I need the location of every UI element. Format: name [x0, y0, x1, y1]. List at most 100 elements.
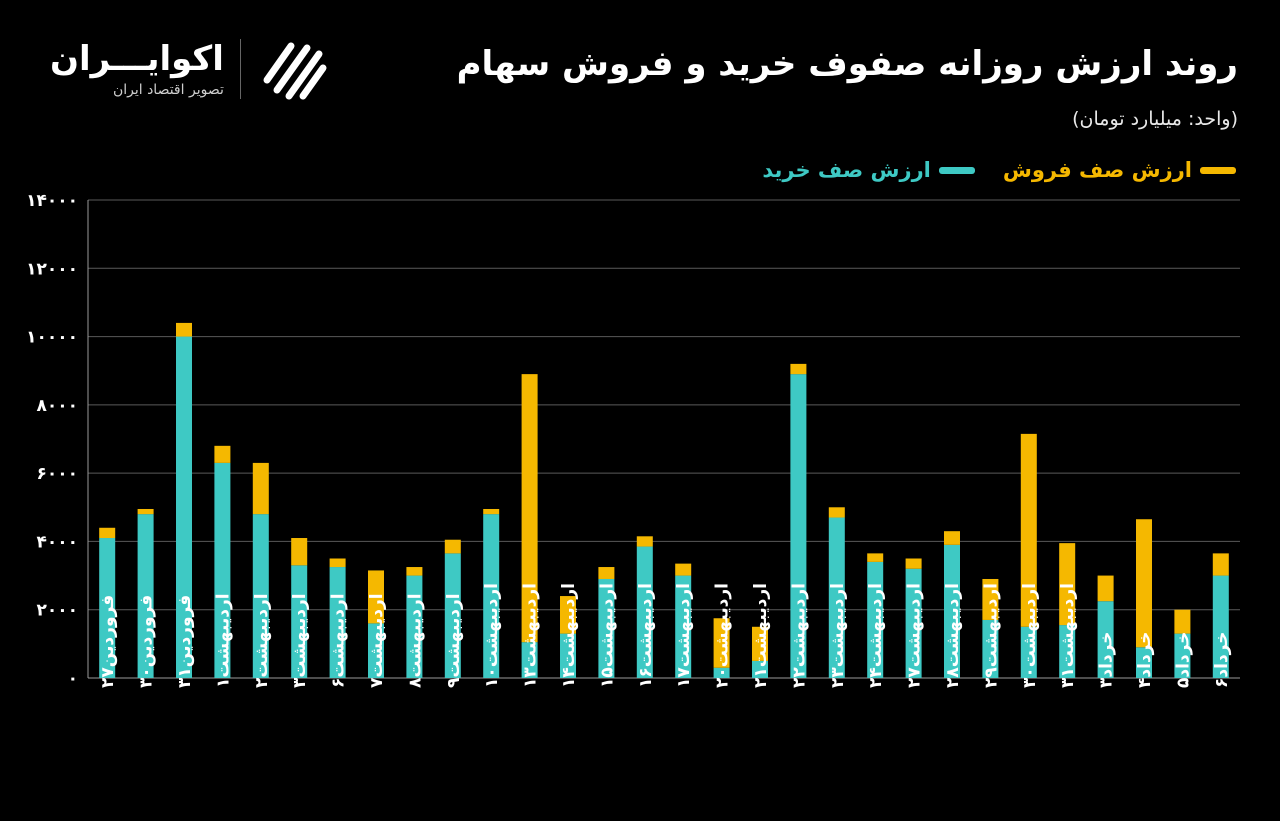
legend-item-buy: ارزش صف خرید [762, 158, 975, 182]
chart-title: روند ارزش روزانه صفوف خرید و فروش سهام [456, 44, 1238, 84]
bar-sell [1059, 543, 1076, 626]
legend-label-sell: ارزش صف فروش [1002, 158, 1192, 182]
bar-buy [905, 568, 922, 678]
bar-sell [444, 539, 461, 554]
x-tick-label: اردیبهشت۲۰ [713, 583, 733, 688]
y-tick-label: ۱۰۰۰۰ [26, 328, 78, 348]
legend: ارزش صف خرید ارزش صف فروش [762, 158, 1236, 182]
x-tick-label: اردیبهشت۱۳ [521, 583, 541, 688]
x-tick-label: اردیبهشت۹ [444, 593, 464, 688]
bar-sell [1020, 433, 1037, 627]
bar-buy [1020, 626, 1037, 678]
bar-sell [291, 538, 308, 566]
bar-buy [214, 462, 231, 678]
bar-sell [675, 563, 692, 576]
unit-label: (واحد: میلیارد تومان) [1072, 108, 1238, 130]
bar-sell [713, 618, 730, 668]
bar-sell [521, 374, 538, 643]
bar-sell [137, 508, 154, 515]
bar-sell [483, 508, 500, 515]
x-tick-label: اردیبهشت۷ [367, 593, 387, 688]
bar-buy [329, 567, 346, 678]
bar-sell [598, 567, 615, 579]
x-tick-label: اردیبهشت۱۵ [597, 583, 617, 688]
bar-buy [252, 514, 269, 678]
bar-sell [368, 570, 384, 624]
bar-buy [713, 667, 730, 678]
bar-buy [137, 514, 154, 678]
bar-buy [444, 553, 461, 678]
bar-buy [790, 374, 807, 678]
x-tick-label: فروردین۳۰ [137, 595, 157, 688]
bar-buy [636, 546, 653, 678]
bar-sell [252, 462, 269, 515]
bar-sell [790, 363, 807, 375]
x-tick-label: اردیبهشت۲۱ [751, 583, 771, 688]
logo: اکوایـــران تصویر اقتصاد ایران [50, 32, 331, 106]
x-tick-label: اردیبهشت۶ [329, 593, 349, 688]
bar-buy [368, 623, 384, 678]
bar-buy [944, 544, 960, 678]
x-tick-label: خرداد۳ [1097, 632, 1117, 689]
logo-wordmark: اکوایـــران تصویر اقتصاد ایران [50, 38, 224, 100]
bar-sell [867, 553, 884, 562]
bar-buy [752, 660, 768, 678]
x-tick-label: اردیبهشت۱۰ [482, 583, 502, 688]
x-tick-label: اردیبهشت۲۷ [905, 583, 925, 688]
bar-buy [521, 642, 538, 678]
x-tick-label: اردیبهشت۳۱ [1058, 583, 1078, 688]
logo-separator [239, 39, 241, 99]
bar-sell [1136, 519, 1152, 648]
x-tick-label: خرداد۶ [1212, 632, 1232, 689]
bar-buy [675, 575, 692, 678]
bar-buy [1059, 625, 1076, 678]
y-tick-label: ۴۰۰۰ [36, 532, 78, 552]
y-tick-label: ۱۴۰۰۰ [26, 191, 78, 211]
y-tick-label: ۱۲۰۰۰ [26, 259, 78, 279]
bar-buy [982, 619, 999, 678]
bar-buy [483, 514, 500, 678]
bar-sell [828, 507, 845, 518]
bar-sell [1174, 609, 1191, 634]
y-tick-label: ۶۰۰۰ [36, 464, 78, 484]
logo-name: اکوایـــران [50, 39, 224, 79]
x-tick-label: اردیبهشت۱۴ [559, 583, 579, 688]
x-tick-label: اردیبهشت۲ [252, 593, 272, 688]
x-tick-label: اردیبهشت۳۰ [1020, 583, 1040, 688]
x-tick-label: اردیبهشت۱۶ [636, 583, 656, 688]
x-tick-label: فروردین۳۱ [175, 595, 195, 688]
bar-sell [944, 531, 960, 545]
x-tick-label: اردیبهشت۱ [213, 593, 233, 688]
bar-sell [329, 558, 346, 568]
y-tick-label: ۲۰۰۰ [36, 601, 78, 621]
bar-buy [560, 633, 576, 678]
x-tick-label: اردیبهشت۲۹ [981, 583, 1001, 688]
bar-sell [1097, 575, 1114, 602]
bar-sell [214, 445, 231, 463]
x-tick-label: اردیبهشت۲۳ [828, 583, 848, 688]
logo-tagline: تصویر اقتصاد ایران [112, 82, 224, 98]
bar-buy [291, 565, 308, 678]
bar-sell [560, 596, 576, 634]
x-tick-label: اردیبهشت۲۸ [943, 583, 963, 688]
bar-sell [752, 626, 768, 661]
bar-buy [598, 578, 615, 678]
bar-buy [1212, 575, 1229, 678]
x-tick-label: اردیبهشت۱۷ [674, 583, 694, 688]
bar-sell [982, 578, 999, 620]
bar-buy [176, 336, 192, 678]
x-tick-label: خرداد۴ [1135, 632, 1155, 689]
legend-swatch-buy [938, 166, 975, 174]
x-tick-label: اردیبهشت۳ [290, 593, 310, 688]
bar-buy [99, 538, 116, 678]
bar-sell [905, 558, 922, 569]
x-tick-label: اردیبهشت۸ [405, 593, 425, 688]
bar-buy [1097, 601, 1114, 678]
x-tick-label: خرداد۵ [1173, 632, 1193, 689]
bar-buy [867, 561, 884, 678]
x-tick-label: اردیبهشت۲۲ [789, 583, 809, 688]
bar-buy [406, 575, 423, 678]
legend-label-buy: ارزش صف خرید [762, 158, 931, 182]
legend-item-sell: ارزش صف فروش [1003, 158, 1236, 182]
